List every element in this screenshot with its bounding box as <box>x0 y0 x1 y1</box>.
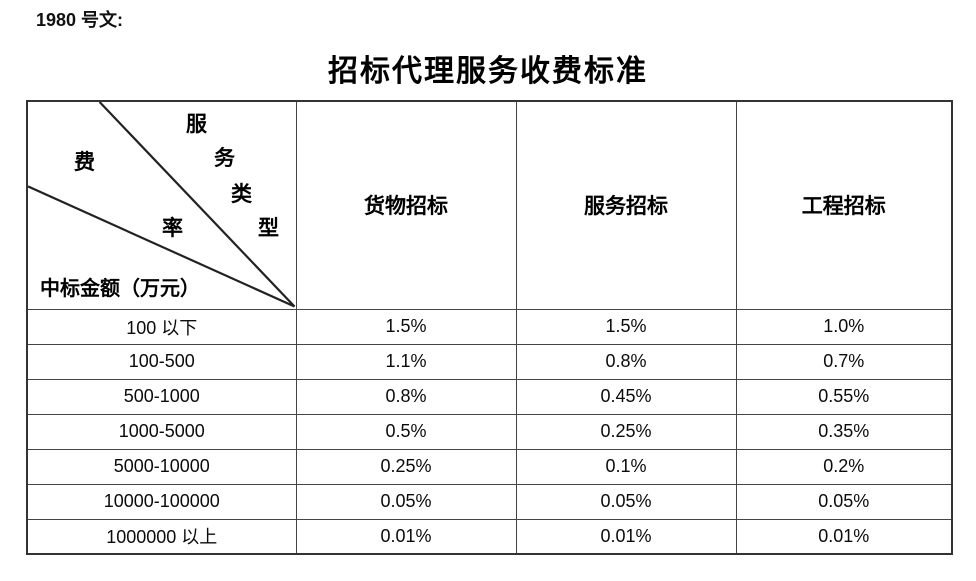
fee-value-cell: 0.25% <box>295 448 517 485</box>
table-row: 500-1000 0.8% 0.45% 0.55% <box>26 378 953 415</box>
table-row: 1000-5000 0.5% 0.25% 0.35% <box>26 413 953 450</box>
fee-value-cell: 0.05% <box>735 483 953 520</box>
fee-value-cell: 0.05% <box>295 483 517 520</box>
amount-range-cell: 5000-10000 <box>26 448 297 485</box>
header-row: 服 务 类 型 费 率 中标金额（万元） 货物招标 服务招标 工程招标 <box>26 100 953 310</box>
fee-value-cell: 1.5% <box>515 308 737 345</box>
table-row: 5000-10000 0.25% 0.1% 0.2% <box>26 448 953 485</box>
fee-value-cell: 0.45% <box>515 378 737 415</box>
page-title: 招标代理服务收费标准 <box>328 55 648 88</box>
corner-label-service-char-4: 型 <box>258 216 279 240</box>
fee-value-cell: 0.01% <box>735 518 953 555</box>
fee-value-cell: 1.1% <box>295 343 517 380</box>
corner-label-service-char-3: 类 <box>231 182 252 206</box>
fee-value-cell: 0.01% <box>515 518 737 555</box>
fee-standard-table: 服 务 类 型 费 率 中标金额（万元） 货物招标 服务招标 工程招标 100 … <box>26 100 953 555</box>
fee-value-cell: 0.35% <box>735 413 953 450</box>
corner-label-amount: 中标金额（万元） <box>40 277 200 300</box>
fee-value-cell: 1.5% <box>295 308 517 345</box>
diagonal-divider-lines <box>28 102 296 308</box>
fee-value-cell: 0.1% <box>515 448 737 485</box>
table-row: 10000-100000 0.05% 0.05% 0.05% <box>26 483 953 520</box>
corner-label-service-char-2: 务 <box>214 146 235 170</box>
fee-value-cell: 0.2% <box>735 448 953 485</box>
fee-value-cell: 0.7% <box>735 343 953 380</box>
amount-range-cell: 100 以下 <box>26 308 297 345</box>
fee-value-cell: 0.8% <box>295 378 517 415</box>
amount-range-cell: 10000-100000 <box>26 483 297 520</box>
fee-value-cell: 0.5% <box>295 413 517 450</box>
amount-range-cell: 500-1000 <box>26 378 297 415</box>
fee-value-cell: 1.0% <box>735 308 953 345</box>
document-number-label: 1980 号文: <box>36 10 124 30</box>
fee-value-cell: 0.55% <box>735 378 953 415</box>
corner-label-rate-char: 率 <box>162 216 183 240</box>
column-header-engineering: 工程招标 <box>735 100 953 310</box>
table-row: 100 以下 1.5% 1.5% 1.0% <box>26 308 953 345</box>
fee-value-cell: 0.05% <box>515 483 737 520</box>
amount-range-cell: 1000000 以上 <box>26 518 297 555</box>
amount-range-cell: 100-500 <box>26 343 297 380</box>
table-row: 1000000 以上 0.01% 0.01% 0.01% <box>26 518 953 555</box>
fee-value-cell: 0.01% <box>295 518 517 555</box>
corner-header-cell: 服 务 类 型 费 率 中标金额（万元） <box>26 100 297 310</box>
table-row: 100-500 1.1% 0.8% 0.7% <box>26 343 953 380</box>
column-header-goods: 货物招标 <box>295 100 517 310</box>
corner-label-fee-char: 费 <box>74 150 95 174</box>
fee-value-cell: 0.8% <box>515 343 737 380</box>
fee-value-cell: 0.25% <box>515 413 737 450</box>
amount-range-cell: 1000-5000 <box>26 413 297 450</box>
corner-label-service-char-1: 服 <box>186 112 207 136</box>
column-header-service: 服务招标 <box>515 100 737 310</box>
